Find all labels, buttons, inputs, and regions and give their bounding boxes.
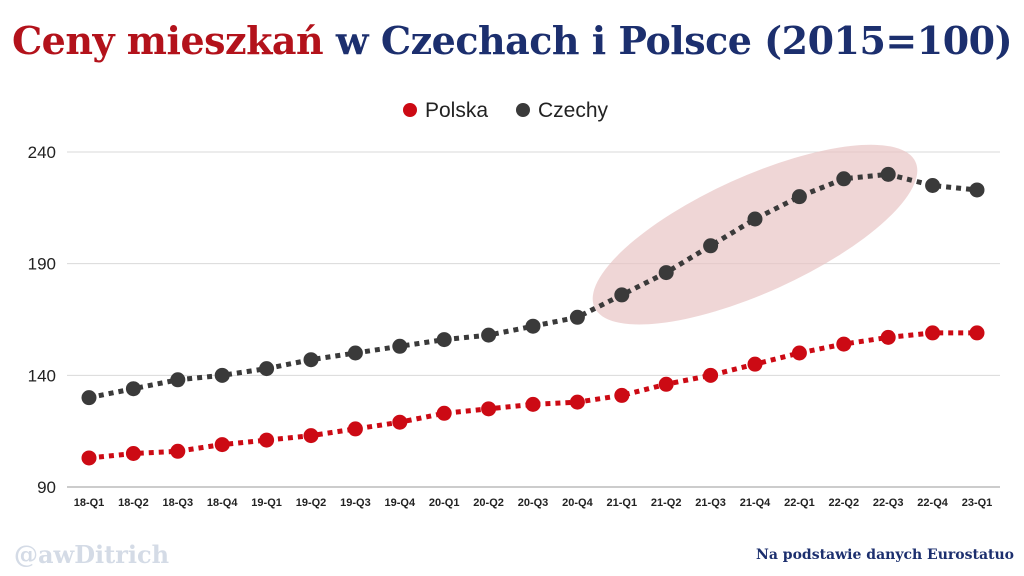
data-point-polska (836, 336, 852, 352)
x-tick-label: 20-Q4 (562, 497, 593, 509)
data-point-czechy (392, 338, 408, 354)
data-point-czechy (880, 166, 896, 182)
chart-title: Ceny mieszkań w Czechach i Polsce (2015=… (0, 18, 1024, 64)
y-tick-label: 190 (28, 255, 56, 274)
data-point-polska (525, 396, 541, 412)
data-point-czechy (525, 318, 541, 334)
data-point-czechy (747, 211, 763, 227)
x-tick-label: 19-Q4 (385, 497, 416, 509)
x-tick-label: 23-Q1 (962, 497, 993, 509)
data-point-czechy (125, 381, 141, 397)
x-tick-label: 20-Q2 (473, 497, 504, 509)
data-point-czechy (347, 345, 363, 361)
legend-marker-polska (403, 103, 417, 117)
legend-label-polska: Polska (425, 99, 488, 122)
x-tick-label: 18-Q1 (74, 497, 105, 509)
data-point-polska (925, 325, 941, 341)
data-point-polska (747, 356, 763, 372)
x-tick-label: 21-Q3 (695, 497, 726, 509)
x-tick-label: 20-Q1 (429, 497, 460, 509)
y-tick-label: 240 (28, 143, 56, 162)
data-point-czechy (214, 367, 230, 383)
data-point-czechy (81, 390, 97, 406)
data-point-czechy (481, 327, 497, 343)
data-point-polska (81, 450, 97, 466)
x-tick-label: 19-Q3 (340, 497, 371, 509)
title-part-blue: w Czechach i Polsce (2015=100) (335, 18, 1013, 63)
data-point-czechy (303, 352, 319, 368)
x-tick-label: 19-Q1 (251, 497, 282, 509)
data-point-polska (392, 414, 408, 430)
x-tick-label: 22-Q1 (784, 497, 815, 509)
data-point-polska (214, 437, 230, 453)
watermark: @awDitrich (14, 540, 170, 569)
data-point-polska (880, 329, 896, 345)
y-tick-label: 90 (37, 478, 56, 497)
highlight-layer (592, 144, 918, 325)
data-point-polska (614, 387, 630, 403)
data-point-polska (481, 401, 497, 417)
data-point-czechy (969, 182, 985, 198)
legend-label-czechy: Czechy (538, 99, 609, 122)
data-point-czechy (658, 265, 674, 281)
x-tick-label: 22-Q4 (917, 497, 948, 509)
x-tick-label: 18-Q2 (118, 497, 149, 509)
data-point-polska (791, 345, 807, 361)
x-tick-label: 20-Q3 (518, 497, 549, 509)
legend-marker-czechy (516, 103, 530, 117)
data-point-czechy (436, 332, 452, 348)
y-tick-label: 140 (28, 366, 56, 385)
data-point-polska (259, 432, 275, 448)
data-point-polska (303, 428, 319, 444)
data-point-polska (703, 367, 719, 383)
data-point-czechy (925, 178, 941, 193)
data-point-polska (347, 421, 363, 437)
data-point-polska (125, 446, 141, 461)
x-tick-label: 18-Q4 (207, 497, 238, 509)
title-part-red: Ceny mieszkań (11, 18, 324, 63)
data-point-polska (569, 394, 585, 410)
data-point-czechy (791, 189, 807, 205)
data-point-polska (170, 443, 186, 459)
data-point-polska (658, 376, 674, 392)
x-tick-label: 18-Q3 (163, 497, 194, 509)
data-point-polska (969, 325, 985, 341)
x-tick-label: 22-Q2 (829, 497, 860, 509)
x-tick-label: 22-Q3 (873, 497, 904, 509)
data-point-czechy (170, 372, 186, 388)
data-point-czechy (836, 171, 852, 187)
tick-layer: 90 140 190 240 18-Q1 18-Q2 18-Q3 18-Q4 19-Q1 19-Q… (28, 143, 993, 509)
x-tick-label: 19-Q2 (296, 497, 327, 509)
data-point-czechy (569, 309, 585, 325)
highlight-ellipse (592, 144, 918, 325)
legend: Polska Czechy (403, 99, 609, 122)
series-layer (81, 166, 985, 466)
data-point-polska (436, 405, 452, 421)
data-point-czechy (703, 238, 719, 254)
data-point-czechy (259, 361, 275, 377)
data-point-czechy (614, 287, 630, 303)
x-tick-label: 21-Q1 (607, 497, 638, 509)
source-note: Na podstawie danych Eurostatuo (756, 547, 1014, 563)
x-tick-label: 21-Q2 (651, 497, 682, 509)
x-tick-label: 21-Q4 (740, 497, 771, 509)
